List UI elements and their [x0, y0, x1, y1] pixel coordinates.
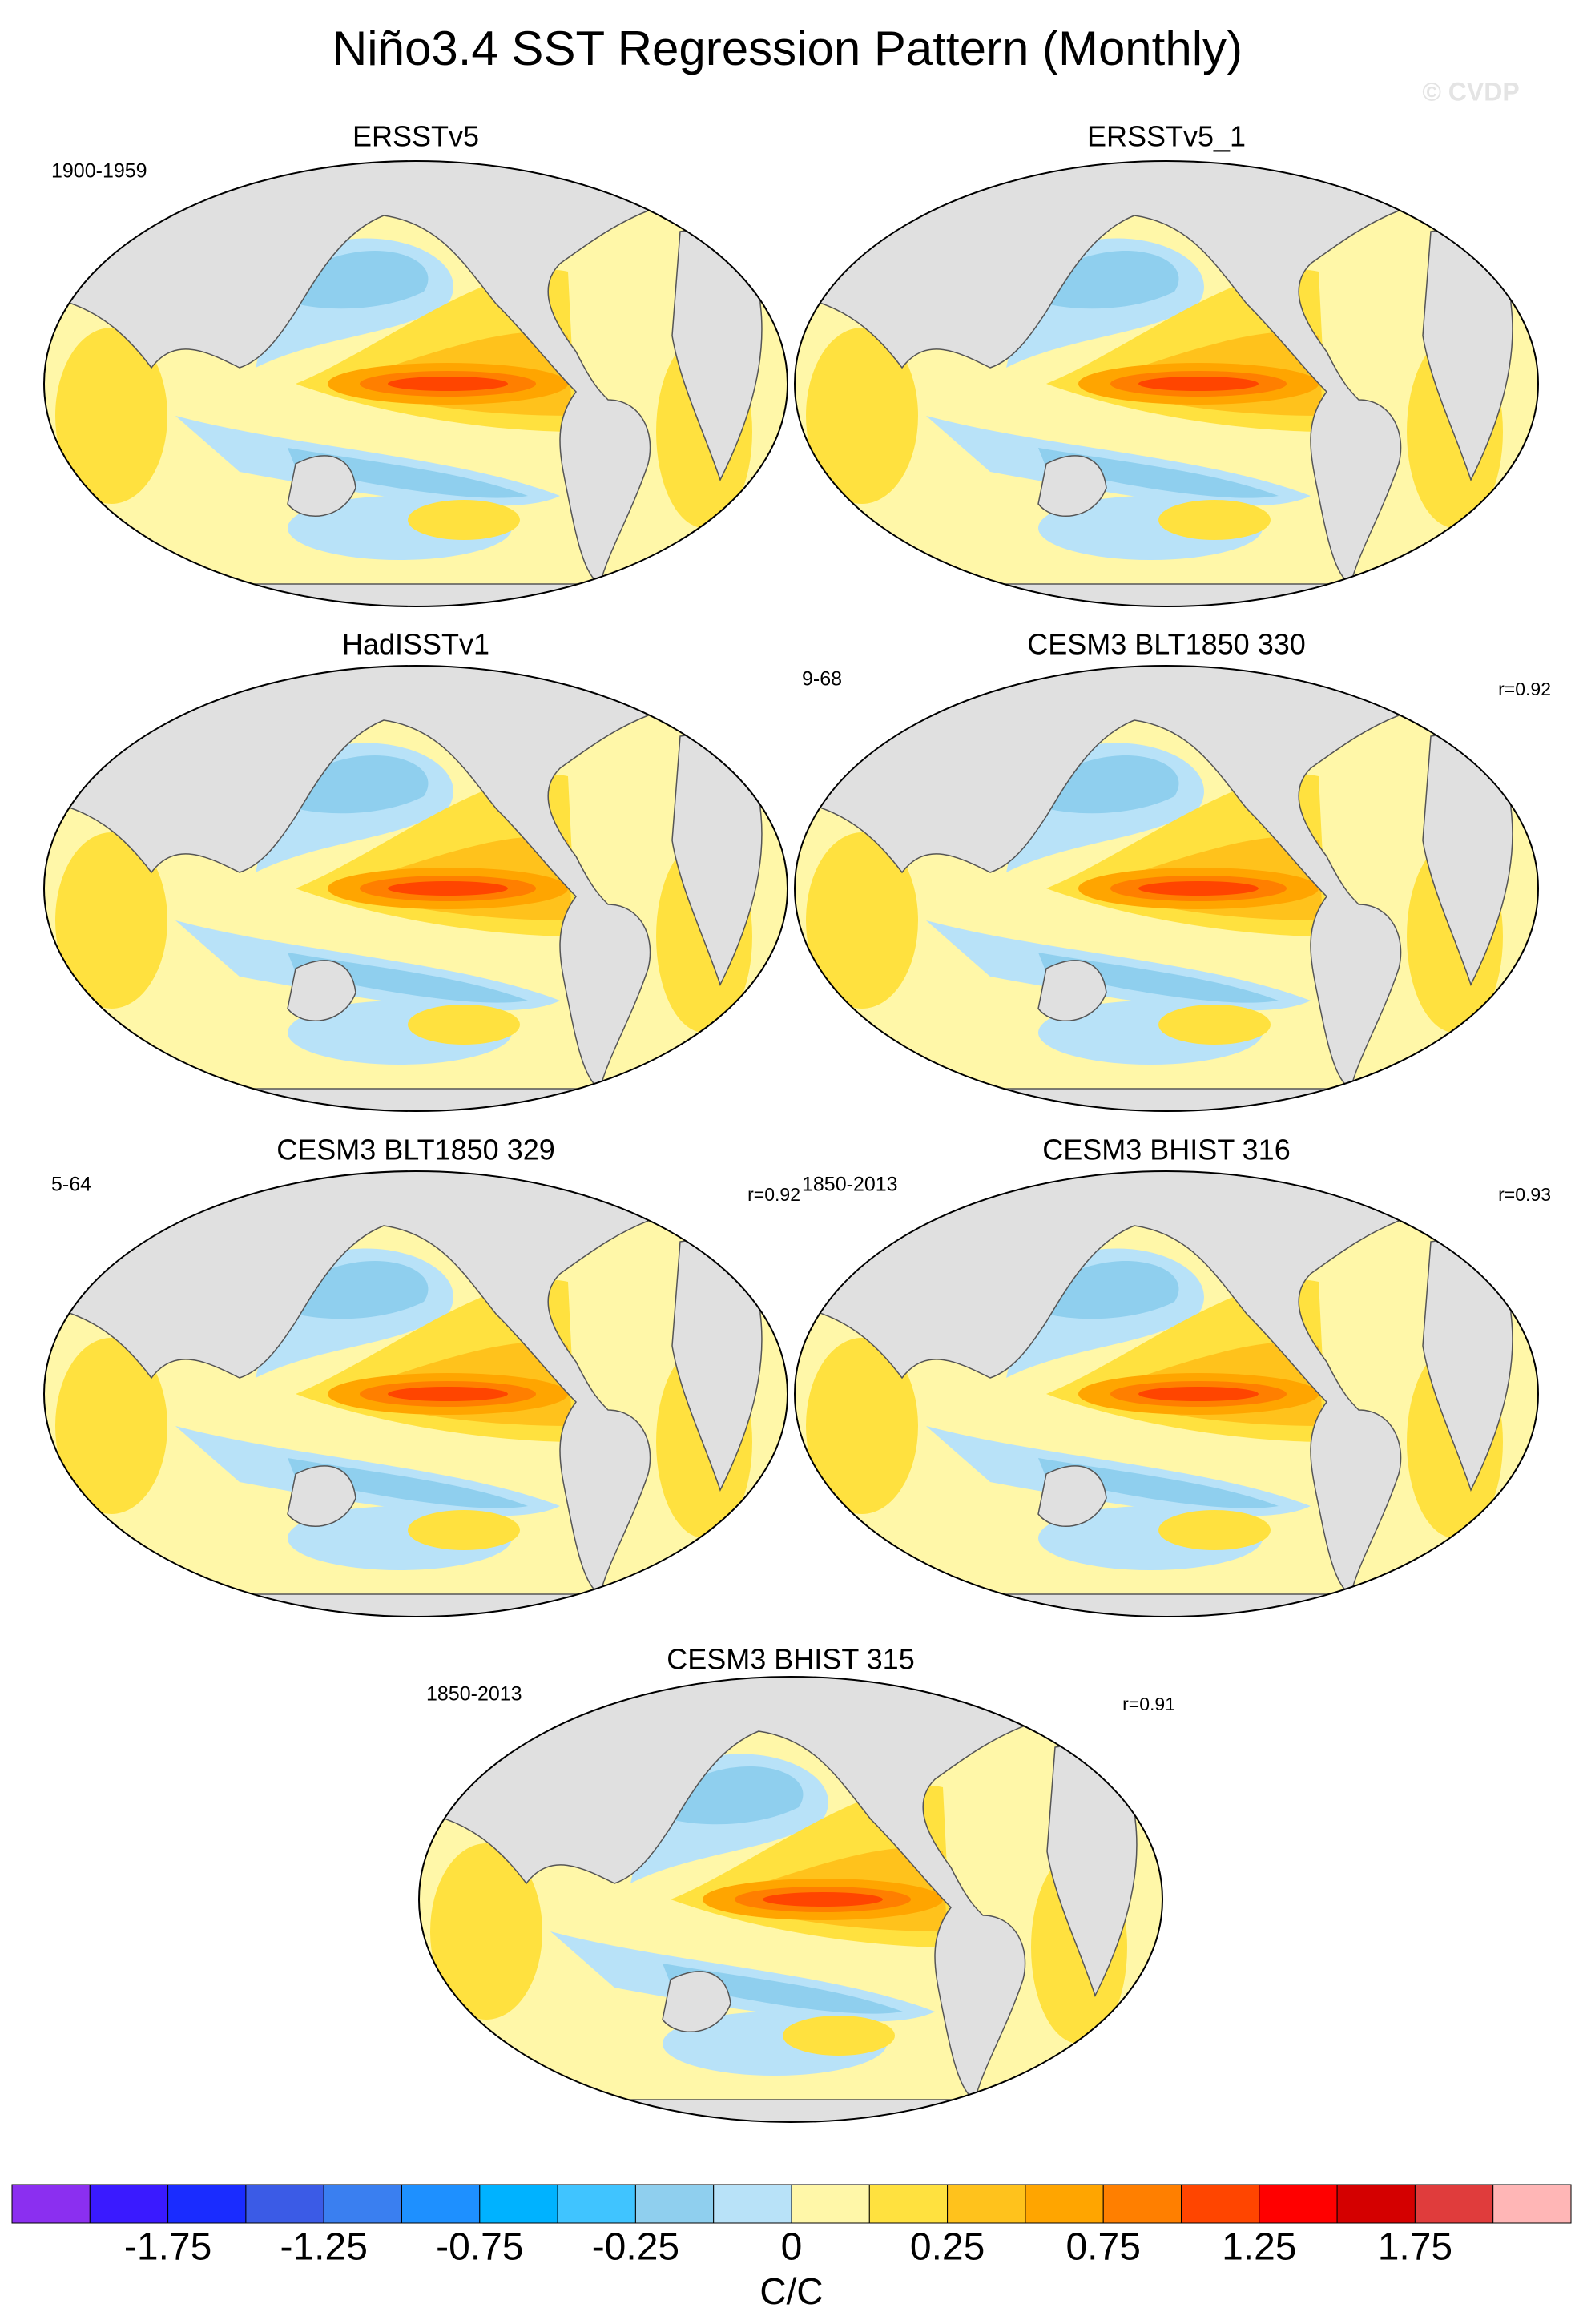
map-panel: CESM3 BLT1850 330 9-68 r=0.92 — [790, 628, 1551, 1117]
colorbar: -1.75 -1.25 -0.75 -0.25 0 0.25 0.75 1.25 1.75 C/C — [11, 2184, 1572, 2312]
period-label: 9-68 — [802, 668, 842, 691]
colorbar-tick-label: -1.75 — [124, 2226, 211, 2269]
map-panel: CESM3 BLT1850 329 5-64 r=0.92 — [39, 1134, 800, 1622]
colorbar-box — [323, 2184, 403, 2224]
colorbar-box — [479, 2184, 558, 2224]
colorbar-box — [1025, 2184, 1104, 2224]
map-panel: CESM3 BHIST 316 1850-2013 r=0.93 — [790, 1134, 1551, 1622]
colorbar-box — [401, 2184, 481, 2224]
watermark: © CVDP — [1422, 77, 1519, 106]
colorbar-tick-label: 1.25 — [1222, 2226, 1296, 2269]
colorbar-box — [947, 2184, 1026, 2224]
correlation-label: r=0.91 — [1122, 1694, 1175, 1714]
map-panel: HadISSTv1 — [39, 628, 792, 1117]
map — [414, 1671, 1167, 2128]
colorbar-tick-label: -0.25 — [592, 2226, 679, 2269]
panel-title: CESM3 BLT1850 329 — [276, 1134, 555, 1166]
map-panel: ERSSTv5 1900-1959 — [39, 120, 792, 612]
colorbar-box — [1259, 2184, 1338, 2224]
colorbar-box — [791, 2184, 870, 2224]
colorbar-box — [89, 2184, 169, 2224]
map — [39, 1166, 792, 1622]
period-label: 1900-1959 — [51, 160, 147, 183]
panel-title: ERSSTv5_1 — [1087, 120, 1246, 153]
colorbar-box — [1102, 2184, 1182, 2224]
map-panel: ERSSTv5_1 — [790, 120, 1543, 612]
colorbar-tick-label: 1.75 — [1378, 2226, 1452, 2269]
figure-title: Niño3.4 SST Regression Pattern (Monthly) — [332, 22, 1243, 75]
colorbar-box — [634, 2184, 715, 2224]
colorbar-box — [167, 2184, 247, 2224]
panel-title: CESM3 BHIST 316 — [1042, 1134, 1290, 1166]
map — [790, 660, 1543, 1117]
colorbar-box — [557, 2184, 636, 2224]
colorbar-tick-label: 0 — [781, 2226, 803, 2269]
correlation-label: r=0.92 — [747, 1184, 800, 1205]
map — [790, 1166, 1543, 1622]
colorbar-box — [868, 2184, 949, 2224]
map — [39, 155, 792, 612]
panel-title: CESM3 BLT1850 330 — [1027, 628, 1306, 661]
colorbar-box — [1336, 2184, 1416, 2224]
colorbar-tick-label: -0.75 — [436, 2226, 523, 2269]
correlation-label: r=0.92 — [1498, 679, 1551, 699]
correlation-label: r=0.93 — [1498, 1184, 1551, 1205]
colorbar-box — [713, 2184, 792, 2224]
panel-title: HadISSTv1 — [342, 628, 489, 661]
colorbar-tick-label: 0.75 — [1065, 2226, 1140, 2269]
colorbar-box — [1414, 2184, 1494, 2224]
colorbar-box — [1492, 2184, 1572, 2224]
period-label: 1850-2013 — [802, 1174, 898, 1196]
colorbar-box — [1181, 2184, 1260, 2224]
colorbar-tick-label: 0.25 — [910, 2226, 985, 2269]
colorbar-label: C/C — [759, 2270, 823, 2312]
period-label: 1850-2013 — [426, 1683, 522, 1706]
panel-title: CESM3 BHIST 315 — [667, 1643, 914, 1676]
colorbar-box — [245, 2184, 324, 2224]
map — [790, 155, 1543, 612]
colorbar-box — [11, 2184, 91, 2224]
map — [39, 660, 792, 1117]
panels: ERSSTv5 1900-1959 ERSSTv5_1 HadISSTv1 CESM3 … — [39, 120, 1551, 2128]
panel-title: ERSSTv5 — [352, 120, 479, 153]
map-panel: CESM3 BHIST 315 1850-2013 r=0.91 — [414, 1643, 1175, 2128]
period-label: 5-64 — [51, 1174, 91, 1196]
colorbar-tick-label: -1.25 — [280, 2226, 367, 2269]
